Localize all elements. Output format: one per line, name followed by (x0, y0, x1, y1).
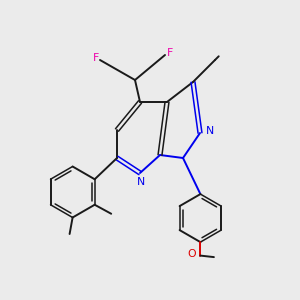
Text: F: F (92, 53, 99, 64)
Text: F: F (167, 49, 172, 58)
Text: N: N (206, 127, 214, 136)
Text: N: N (137, 177, 146, 187)
Text: O: O (188, 249, 196, 259)
